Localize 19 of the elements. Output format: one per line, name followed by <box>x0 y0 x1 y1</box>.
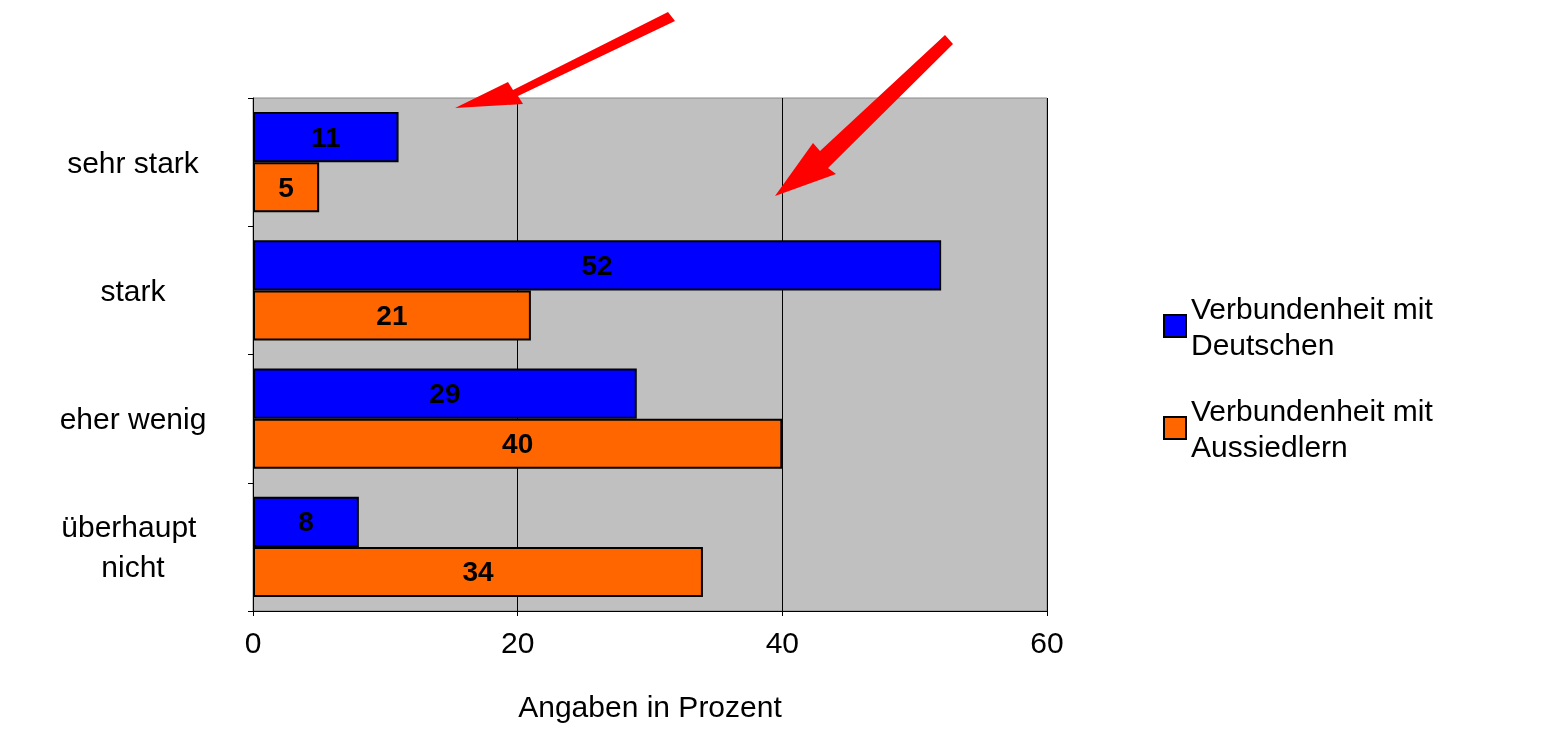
legend-label: Verbundenheit mit Deutschen <box>1191 291 1442 361</box>
y-tick-label: sehr stark <box>67 145 200 179</box>
data-label: 29 <box>429 378 461 410</box>
data-label: 40 <box>502 428 534 460</box>
legend-label: Verbundenheit mit Aussiedlern <box>1191 393 1442 463</box>
data-label: 11 <box>310 121 341 153</box>
data-label: 8 <box>298 506 314 538</box>
x-tick-label: 60 <box>1030 625 1064 659</box>
data-label: 52 <box>581 249 613 281</box>
x-tick-label: 0 <box>244 625 262 659</box>
data-label: 34 <box>462 556 494 588</box>
x-axis-title: Angaben in Prozent <box>518 689 783 723</box>
y-tick-label: überhaupt nicht <box>61 510 205 584</box>
data-label: 5 <box>278 171 294 203</box>
y-tick-label: eher wenig <box>59 402 207 436</box>
x-tick-label: 20 <box>500 625 535 659</box>
data-label: 21 <box>376 299 408 331</box>
y-tick-label: stark <box>100 273 167 307</box>
x-tick-label: 40 <box>765 625 800 659</box>
